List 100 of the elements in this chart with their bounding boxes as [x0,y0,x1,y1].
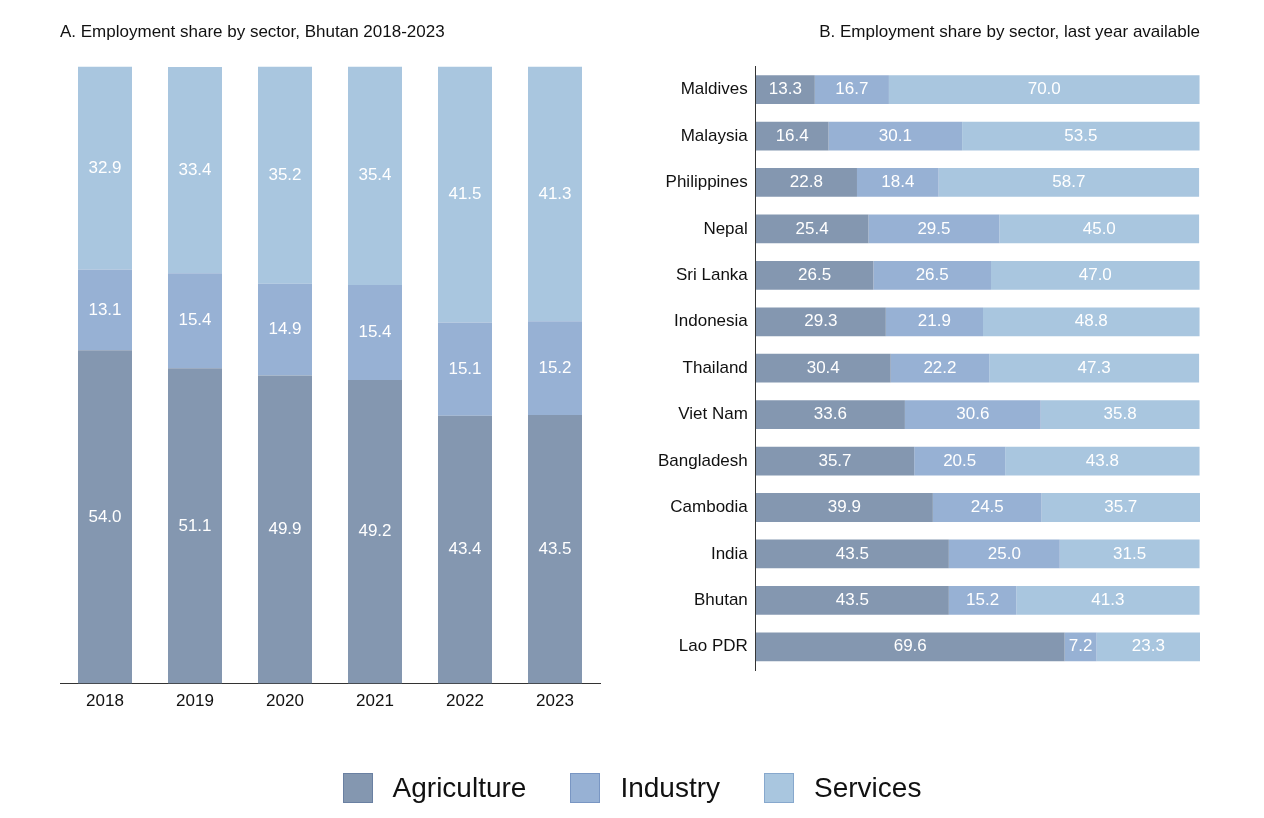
data-label: 33.6 [813,404,847,424]
data-label: 15.4 [178,310,212,330]
data-label: 13.3 [768,79,802,99]
y-tick-label: Viet Nam [678,404,748,424]
data-label: 45.0 [1082,218,1116,238]
bar [856,168,939,197]
bar [948,585,1017,615]
bar [1040,400,1200,430]
bar [1016,585,1200,615]
data-label: 14.9 [268,319,302,339]
bar [885,307,983,337]
data-label: 51.1 [178,515,212,535]
bar [755,493,933,522]
bar [168,368,222,684]
bar [755,446,915,476]
bar [528,66,582,322]
bar [528,415,582,684]
data-label: 29.5 [917,218,951,238]
data-label: 29.3 [804,311,838,331]
y-tick-label: Philippines [665,172,748,192]
data-label: 41.3 [1091,590,1125,610]
data-label: 21.9 [917,311,951,331]
bar [1059,539,1200,569]
y-tick-label: Indonesia [674,311,749,331]
data-label: 58.7 [1052,172,1086,192]
bar [755,632,1065,662]
bar [168,273,222,369]
data-label: 15.4 [358,322,392,342]
data-label: 47.0 [1078,265,1112,285]
x-tick-label: 2021 [356,691,394,711]
data-label: 16.7 [835,79,869,99]
bar [438,66,492,323]
y-tick-label: India [710,543,749,563]
bar [348,379,402,684]
data-label: 33.4 [178,159,212,179]
bar [1041,493,1200,522]
bar [755,75,815,105]
bar [890,353,990,383]
data-label: 15.2 [966,590,1000,610]
data-label: 22.8 [789,172,823,192]
legend-label: Services [814,772,922,804]
bar [1005,446,1200,476]
bar [258,375,312,684]
y-tick-label: Maldives [680,79,748,99]
data-label: 39.9 [827,497,861,517]
bar [755,214,869,244]
y-tick-label: Nepal [703,218,748,238]
bar [78,350,132,684]
data-label: 35.7 [1104,497,1138,517]
bar [983,307,1200,337]
bar [948,539,1060,569]
bar [999,214,1200,244]
data-label: 48.8 [1074,311,1108,331]
data-label: 26.5 [915,265,949,285]
data-label: 30.1 [878,125,912,145]
bar [168,67,222,274]
legend-label: Industry [620,772,721,804]
data-label: 43.4 [448,539,482,559]
bar [888,75,1200,105]
data-label: 25.4 [795,218,829,238]
bar [868,214,1000,244]
data-label: 13.1 [88,299,122,319]
data-label: 43.5 [538,539,572,559]
y-tick-label: Bhutan [693,590,748,610]
data-label: 54.0 [88,506,122,526]
bar [755,585,949,615]
data-label: 31.5 [1113,543,1147,563]
data-label: 49.9 [268,519,302,539]
data-label: 41.5 [448,184,482,204]
bar [78,269,132,351]
data-label: 18.4 [881,172,915,192]
data-label: 43.5 [835,543,869,563]
chart-title: A. Employment share by sector, Bhutan 2018-2023 [60,21,445,41]
x-tick-label: 2019 [176,691,214,711]
data-label: 23.3 [1131,636,1165,656]
bar [828,121,963,151]
bar [755,307,886,337]
bar [755,260,874,290]
bar [438,415,492,684]
data-label: 43.8 [1085,450,1119,470]
x-tick-label: 2018 [86,691,124,711]
y-tick-label: Cambodia [670,497,749,517]
data-label: 7.2 [1068,636,1093,656]
bar [755,400,905,430]
data-label: 22.2 [923,357,957,377]
bar [990,260,1200,290]
x-tick-label: 2022 [446,691,484,711]
bar [755,168,857,197]
data-label: 35.8 [1103,404,1137,424]
bar [814,75,889,105]
data-label: 30.6 [956,404,990,424]
bar [348,66,402,285]
legend-label: Agriculture [392,772,527,804]
bar [1096,632,1200,662]
data-label: 35.4 [358,165,392,185]
data-label: 70.0 [1027,79,1061,99]
data-label: 47.3 [1077,357,1111,377]
bar [755,353,891,383]
x-tick-label: 2023 [536,691,574,711]
data-label: 30.4 [806,357,840,377]
